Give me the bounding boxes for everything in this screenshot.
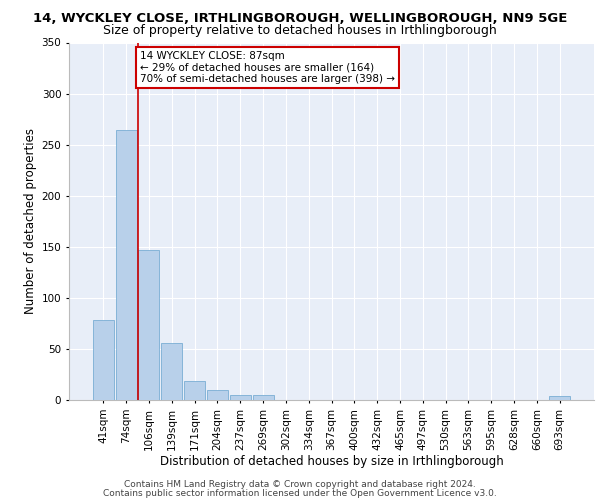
Bar	[161, 343, 182, 400]
Text: 14 WYCKLEY CLOSE: 87sqm
← 29% of detached houses are smaller (164)
70% of semi-d: 14 WYCKLEY CLOSE: 87sqm ← 29% of detache…	[140, 50, 395, 84]
Bar	[549, 396, 570, 400]
Text: 14, WYCKLEY CLOSE, IRTHLINGBOROUGH, WELLINGBOROUGH, NN9 5GE: 14, WYCKLEY CLOSE, IRTHLINGBOROUGH, WELL…	[33, 12, 567, 26]
Y-axis label: Number of detached properties: Number of detached properties	[25, 128, 37, 314]
Bar	[93, 320, 114, 400]
Bar	[139, 250, 160, 400]
Text: Size of property relative to detached houses in Irthlingborough: Size of property relative to detached ho…	[103, 24, 497, 37]
Bar	[253, 395, 274, 400]
Bar	[184, 380, 205, 400]
Bar	[207, 390, 228, 400]
Text: Contains public sector information licensed under the Open Government Licence v3: Contains public sector information licen…	[103, 489, 497, 498]
Bar	[116, 130, 137, 400]
Text: Contains HM Land Registry data © Crown copyright and database right 2024.: Contains HM Land Registry data © Crown c…	[124, 480, 476, 489]
Bar	[230, 395, 251, 400]
X-axis label: Distribution of detached houses by size in Irthlingborough: Distribution of detached houses by size …	[160, 456, 503, 468]
